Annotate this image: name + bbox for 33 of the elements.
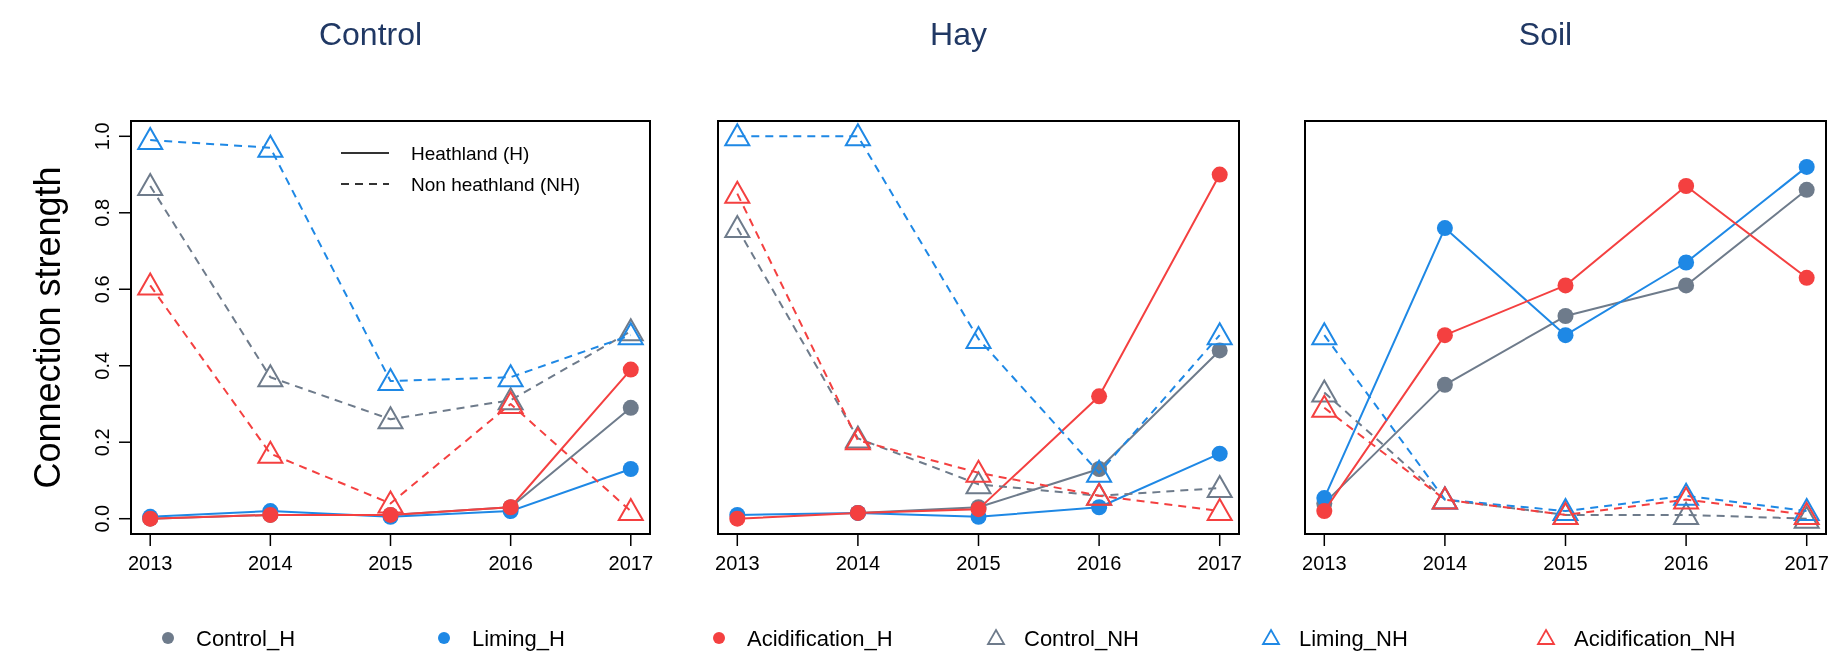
y-tick-label: 0.6 — [91, 275, 113, 304]
x-tick-label: 2014 — [1422, 552, 1468, 574]
y-axis-title: Connection strength — [27, 166, 68, 489]
legend-label: Acidification_NH — [1574, 626, 1736, 651]
legend-label: Acidification_H — [747, 626, 893, 651]
legend-label: Control_NH — [1024, 626, 1139, 651]
x-tick-label: 2017 — [1197, 552, 1242, 574]
y-tick-label: 0.4 — [91, 351, 113, 380]
x-tick-label: 2016 — [1663, 552, 1709, 574]
legend-label: Liming_NH — [1299, 626, 1408, 651]
x-tick-label: 2014 — [248, 552, 293, 574]
x-tick-label: 2013 — [127, 552, 173, 574]
x-tick-label: 2016 — [488, 552, 533, 574]
x-tick-label: 2016 — [1076, 552, 1122, 574]
legend-label: Control_H — [196, 626, 296, 651]
x-tick-label: 2013 — [1302, 552, 1347, 574]
x-tick-label: 2017 — [608, 552, 654, 574]
x-tick-label: 2014 — [835, 552, 881, 574]
legend-label: Liming_H — [472, 626, 565, 651]
annotation: Heathland (H) — [411, 143, 530, 164]
x-tick-label: 2017 — [1784, 552, 1829, 574]
y-tick-label: 0.0 — [91, 504, 113, 533]
annotation: Non heathland (NH) — [411, 174, 580, 195]
y-tick-label: 1.0 — [91, 122, 113, 151]
chart-title: Soil — [1518, 16, 1573, 52]
x-tick-label: 2015 — [1543, 552, 1588, 574]
y-tick-label: 0.8 — [91, 198, 113, 227]
x-tick-label: 2013 — [715, 552, 760, 574]
y-tick-label: 0.2 — [91, 428, 113, 457]
x-tick-label: 2015 — [368, 552, 413, 574]
x-tick-label: 2015 — [956, 552, 1001, 574]
chart-title: Control — [318, 16, 423, 52]
chart-title: Hay — [930, 16, 987, 52]
